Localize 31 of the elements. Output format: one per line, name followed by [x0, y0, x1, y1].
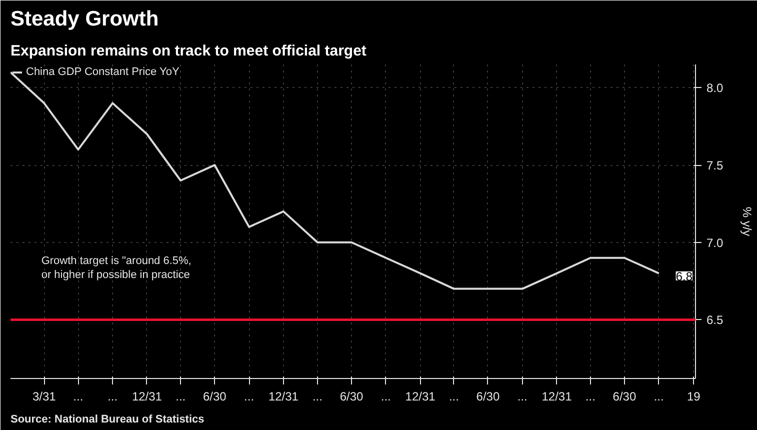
x-tick-label: 12/31: [405, 390, 436, 404]
x-tick-label: ...: [244, 390, 254, 404]
y-tick-label: 7.0: [706, 236, 724, 250]
x-tick-label: 6/30: [612, 390, 636, 404]
x-tick-label: 19: [686, 390, 701, 404]
x-tick-label: ...: [517, 390, 528, 404]
x-tick-label: 12/31: [268, 390, 299, 404]
chart-subtitle: Expansion remains on track to meet official target: [10, 42, 366, 60]
data-label: 6.8: [676, 269, 693, 284]
source-note: Source: National Bureau of Statistics: [10, 414, 204, 426]
y-tick-label: 8.0: [706, 81, 724, 96]
y-tick-label: 6.5: [706, 313, 724, 328]
chart-title: Steady Growth: [10, 8, 159, 30]
x-tick-label: 6/30: [202, 390, 227, 404]
x-tick-label: ...: [108, 390, 118, 404]
x-tick-label: 12/31: [542, 390, 572, 404]
x-tick-label: 6/30: [476, 390, 500, 404]
x-tick-label: ...: [448, 390, 459, 404]
x-tick-label: 12/31: [132, 390, 162, 404]
legend-label: China GDP Constant Price YoY: [26, 66, 180, 78]
y-tick-label: 7.5: [706, 158, 724, 173]
x-tick-label: ...: [585, 390, 596, 404]
x-tick-label: ...: [312, 390, 322, 404]
x-tick-label: 3/31: [32, 390, 56, 404]
x-tick-label: ...: [654, 390, 664, 404]
x-tick-label: ...: [73, 390, 84, 404]
y-axis-title: % y/y: [740, 206, 754, 236]
x-tick-label: 6/30: [340, 390, 364, 404]
annotation: Growth target is "around 6.5%, or higher if possible in practice: [41, 254, 192, 282]
x-tick-label: ...: [176, 390, 186, 404]
x-tick-label: ...: [380, 390, 391, 404]
